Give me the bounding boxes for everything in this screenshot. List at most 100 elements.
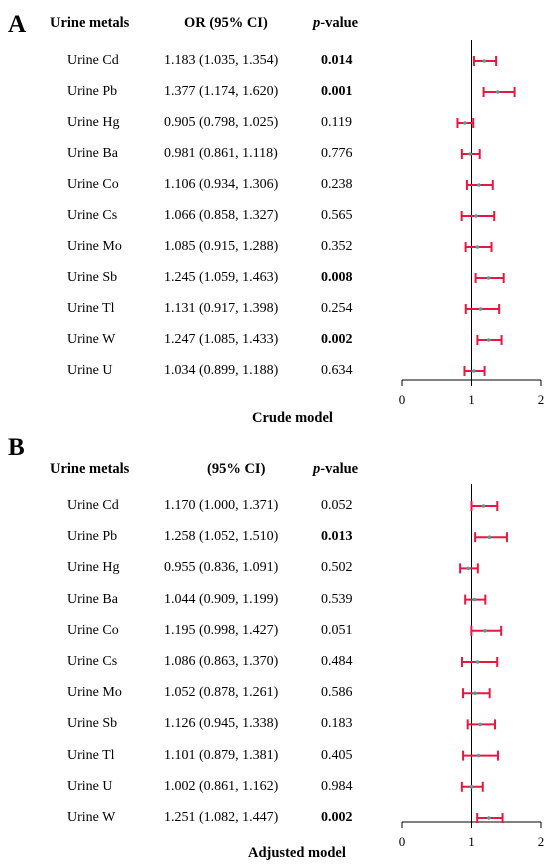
or-point — [463, 121, 467, 125]
row-metal-label: Urine W — [67, 810, 116, 825]
row-metal-label: Urine Pb — [67, 529, 118, 545]
row-or-ci: 1.002 (0.861, 1.162) — [164, 778, 279, 794]
row-p-value: 0.565 — [321, 208, 353, 223]
row-p-value: 0.634 — [321, 363, 353, 378]
row-or-ci: 0.955 (0.836, 1.091) — [164, 560, 279, 576]
or-point — [476, 753, 481, 758]
forest-panel-b: B Urine metals (95% CI) p-value Urine Cd… — [0, 433, 550, 866]
row-or-ci: 1.377 (1.174, 1.620) — [164, 84, 279, 99]
model-label-crude: Crude model — [252, 410, 333, 426]
row-or-ci: 1.052 (0.878, 1.261) — [164, 685, 279, 701]
panel-label: A — [8, 11, 27, 38]
row-or-ci: 0.981 (0.861, 1.118) — [164, 146, 278, 161]
x-tick-label: 1 — [468, 834, 475, 849]
row-metal-label: Urine Sb — [67, 270, 118, 285]
row-or-ci: 1.106 (0.934, 1.306) — [164, 177, 279, 192]
row-p-value: 0.002 — [321, 810, 353, 825]
row-p-value: 0.405 — [321, 747, 353, 763]
row-p-value: 0.539 — [321, 591, 353, 607]
or-point — [475, 660, 480, 664]
row-p-value: 0.984 — [321, 778, 353, 794]
row-p-value: 0.254 — [321, 301, 353, 316]
row-or-ci: 1.251 (1.082, 1.447) — [164, 810, 279, 825]
header-urine-metals: Urine metals — [50, 461, 130, 477]
x-tick-label: 2 — [538, 392, 545, 407]
row-or-ci: 1.034 (0.899, 1.188) — [164, 363, 279, 378]
or-point — [472, 369, 476, 373]
or-point — [478, 307, 483, 311]
row-or-ci: 1.086 (0.863, 1.370) — [164, 654, 279, 669]
or-point — [486, 338, 491, 342]
row-or-ci: 1.126 (0.945, 1.338) — [164, 716, 279, 732]
row-metal-label: Urine Sb — [67, 716, 118, 732]
row-or-ci: 1.170 (1.000, 1.371) — [164, 498, 279, 513]
row-metal-label: Urine Hg — [67, 115, 120, 130]
or-point — [466, 566, 471, 571]
row-p-value: 0.586 — [321, 685, 353, 701]
row-or-ci: 1.044 (0.909, 1.199) — [164, 591, 279, 607]
or-point — [477, 183, 481, 187]
or-point — [481, 504, 486, 508]
header-urine-metals: Urine metals — [50, 15, 130, 31]
forest-panel-a: A Urine metals OR (95% CI) p-value Urine… — [8, 11, 545, 426]
row-p-value: 0.119 — [321, 115, 352, 130]
header-p-value: p-value — [313, 461, 359, 477]
or-point — [474, 214, 478, 218]
row-p-value: 0.183 — [321, 716, 353, 732]
row-metal-label: Urine Cd — [67, 498, 119, 513]
row-metal-label: Urine Co — [67, 177, 119, 192]
or-point — [487, 535, 492, 539]
row-metal-label: Urine Pb — [67, 84, 118, 99]
x-tick-label: 2 — [538, 834, 545, 849]
row-p-value: 0.001 — [321, 84, 353, 99]
row-metal-label: Urine Ba — [67, 591, 118, 607]
row-p-value: 0.502 — [321, 560, 353, 576]
forest-plot-a: 0 1 2 — [399, 40, 545, 407]
forest-plot-b: 0 1 2 — [399, 484, 545, 849]
or-point — [468, 152, 472, 156]
or-point — [495, 90, 500, 94]
or-point — [475, 245, 480, 249]
panel-label: B — [8, 434, 25, 461]
row-p-value: 0.238 — [321, 177, 353, 192]
row-or-ci: 1.131 (0.917, 1.398) — [164, 301, 279, 316]
row-p-value: 0.013 — [321, 529, 353, 545]
row-metal-label: Urine U — [67, 778, 113, 794]
header-or-ci: OR (95% CI) — [184, 15, 268, 31]
row-p-value: 0.484 — [321, 654, 353, 669]
model-label-adjusted: Adjusted model — [248, 845, 346, 861]
row-metal-label: Urine Cd — [67, 53, 119, 68]
or-point — [487, 816, 491, 820]
row-metal-label: Urine Cs — [67, 208, 118, 223]
row-metal-label: Urine Cs — [67, 654, 118, 669]
row-or-ci: 1.101 (0.879, 1.381) — [164, 747, 279, 763]
or-point — [469, 785, 474, 789]
row-p-value: 0.008 — [321, 270, 353, 285]
or-point — [483, 629, 487, 633]
row-p-value: 0.014 — [321, 53, 353, 68]
header-p-value: p-value — [313, 15, 359, 31]
row-p-value: 0.051 — [321, 622, 353, 638]
row-metal-label: Urine Hg — [67, 560, 120, 576]
or-point — [472, 597, 477, 602]
x-tick-label: 0 — [399, 392, 406, 407]
or-point — [486, 276, 491, 280]
row-metal-label: Urine Co — [67, 622, 119, 638]
or-point — [473, 691, 477, 695]
row-or-ci: 1.183 (1.035, 1.354) — [164, 53, 279, 68]
or-point — [482, 59, 487, 63]
row-or-ci: 0.905 (0.798, 1.025) — [164, 115, 279, 130]
row-metal-label: Urine Tl — [67, 747, 115, 763]
row-or-ci: 1.258 (1.052, 1.510) — [164, 529, 279, 545]
or-point — [478, 722, 483, 727]
header-or-ci: (95% CI) — [207, 461, 266, 477]
row-or-ci: 1.066 (0.858, 1.327) — [164, 208, 279, 223]
row-p-value: 0.776 — [321, 146, 353, 161]
row-or-ci: 1.085 (0.915, 1.288) — [164, 239, 279, 254]
x-tick-label: 0 — [399, 834, 406, 849]
x-tick-label: 1 — [468, 392, 475, 407]
row-or-ci: 1.247 (1.085, 1.433) — [164, 332, 279, 347]
row-metal-label: Urine Mo — [67, 239, 122, 254]
row-metal-label: Urine U — [67, 363, 113, 378]
row-p-value: 0.052 — [321, 498, 353, 513]
